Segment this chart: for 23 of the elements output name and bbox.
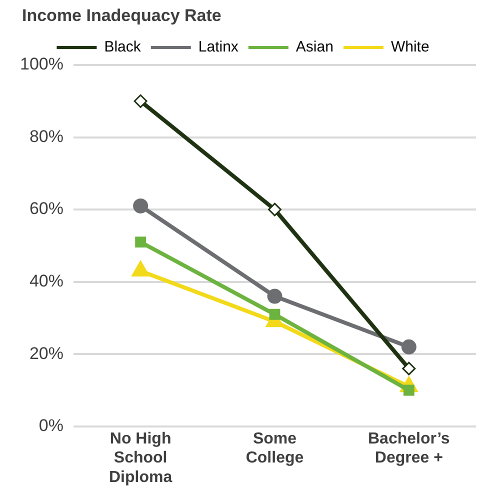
legend-label: Asian bbox=[296, 38, 334, 56]
y-tick-label: 60% bbox=[29, 199, 64, 218]
point bbox=[267, 288, 282, 304]
point bbox=[269, 308, 280, 320]
x-tick-label: Bachelor’s Degree + bbox=[368, 430, 450, 467]
legend-label: Black bbox=[104, 38, 142, 56]
y-tick-label: 100% bbox=[20, 54, 64, 74]
point bbox=[134, 94, 148, 108]
point bbox=[403, 384, 414, 396]
point bbox=[133, 198, 148, 214]
legend-label: Latinx bbox=[198, 38, 239, 56]
point bbox=[135, 236, 146, 248]
y-tick-label: 0% bbox=[38, 416, 64, 436]
y-tick-label: 80% bbox=[29, 126, 64, 146]
legend-label: White bbox=[390, 38, 430, 56]
y-tick-label: 20% bbox=[29, 344, 64, 363]
point bbox=[268, 202, 282, 216]
chart-title: Income Inadequacy Rate bbox=[22, 6, 222, 26]
x-tick-label: No High School Diploma bbox=[109, 430, 172, 486]
point bbox=[402, 362, 416, 376]
x-tick-label: Some College bbox=[246, 430, 304, 467]
y-tick-label: 40% bbox=[29, 272, 64, 291]
point bbox=[401, 339, 416, 354]
